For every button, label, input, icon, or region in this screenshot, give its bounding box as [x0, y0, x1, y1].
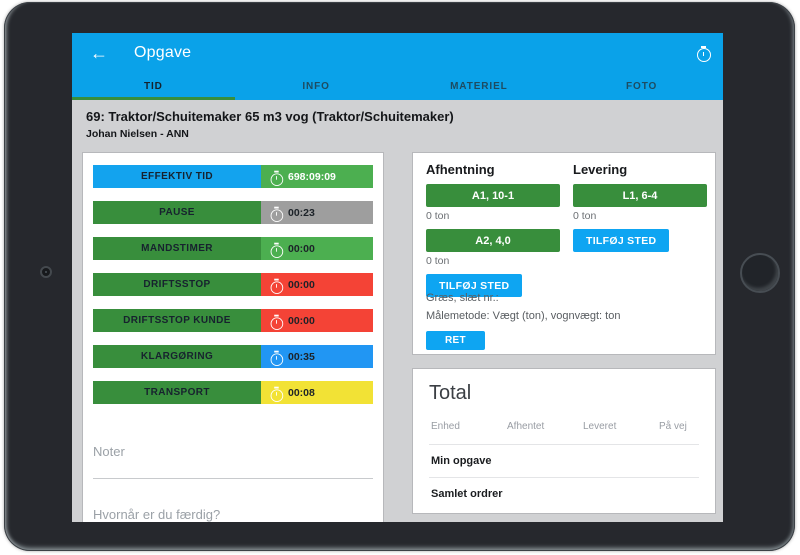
timer-row: EFFEKTIV TID 698:09:09 — [93, 165, 373, 188]
timer-row: PAUSE 00:23 — [93, 201, 373, 224]
timer-row: DRIFTSSTOP 00:00 — [93, 273, 373, 296]
pause-button[interactable]: PAUSE — [93, 201, 261, 224]
pickup-stop-a1-amount: 0 ton — [426, 210, 450, 222]
tab-tid[interactable]: TID — [143, 80, 163, 92]
pickup-stop-a2-amount: 0 ton — [426, 255, 450, 267]
timer-row: DRIFTSSTOP KUNDE 00:00 — [93, 309, 373, 332]
edit-button[interactable]: RET — [426, 331, 485, 350]
add-pickup-place-button[interactable]: TILFØJ STED — [426, 274, 523, 297]
home-button[interactable] — [740, 253, 780, 293]
task-subtitle: Johan Nielsen - ANN — [86, 128, 189, 140]
tab-materiel[interactable]: MATERIEL — [450, 80, 508, 92]
delivery-stop-l1-button[interactable]: L1, 6-4 — [573, 184, 707, 207]
measure-method-info: Målemetode: Vægt (ton), vognvægt: ton — [426, 310, 621, 322]
delivery-stop-l1-amount: 0 ton — [573, 210, 597, 222]
timer-row: KLARGØRING 00:35 — [93, 345, 373, 368]
crop-info: Græs, slæt nr.: — [426, 292, 499, 304]
stopwatch-icon — [270, 314, 284, 330]
stopwatch-icon[interactable] — [697, 45, 711, 62]
pickup-stop-a1-button[interactable]: A1, 10-1 — [426, 184, 560, 207]
finish-time-input[interactable] — [93, 499, 373, 522]
table-row-samlet-ordrer: Samlet ordrer — [431, 488, 503, 500]
mandstimer-button[interactable]: MANDSTIMER — [93, 237, 261, 260]
pickup-column: Afhentning A1, 10-1 0 ton A2, 4,0 0 ton … — [426, 162, 560, 297]
back-icon[interactable]: ← — [90, 42, 108, 63]
column-leveret: Leveret — [583, 421, 617, 432]
timer-row: MANDSTIMER 00:00 — [93, 237, 373, 260]
page-title: Opgave — [134, 43, 192, 61]
transport-button[interactable]: TRANSPORT — [93, 381, 261, 404]
total-card: Total Enhed Afhentet Leveret På vej Min … — [412, 368, 716, 514]
driftsstop-button[interactable]: DRIFTSSTOP — [93, 273, 261, 296]
stopwatch-icon — [270, 206, 284, 222]
driftsstop-value: 00:00 — [261, 273, 373, 296]
delivery-column: Levering L1, 6-4 0 ton TILFØJ STED — [573, 162, 707, 252]
transport-value: 00:08 — [261, 381, 373, 404]
driftsstop-kunde-value: 00:00 — [261, 309, 373, 332]
column-pa-vej: På vej — [659, 421, 687, 432]
table-row-min-opgave: Min opgave — [429, 445, 699, 478]
location-details: Græs, slæt nr.: Målemetode: Vægt (ton), … — [426, 292, 702, 350]
effektiv-tid-value: 698:09:09 — [261, 165, 373, 188]
tab-bar: TID INFO MATERIEL FOTO — [72, 72, 723, 100]
camera-icon — [40, 266, 52, 278]
timers-card: EFFEKTIV TID 698:09:09 PAUSE 00:23 MANDS… — [82, 152, 384, 522]
stopwatch-icon — [270, 386, 284, 402]
driftsstop-kunde-button[interactable]: DRIFTSSTOP KUNDE — [93, 309, 261, 332]
total-table-header: Enhed Afhentet Leveret På vej — [429, 421, 699, 445]
tab-foto[interactable]: FOTO — [626, 80, 658, 92]
tab-info[interactable]: INFO — [302, 80, 330, 92]
klargoring-value: 00:35 — [261, 345, 373, 368]
pickup-stop-a2-button[interactable]: A2, 4,0 — [426, 229, 560, 252]
app-bar: ← Opgave — [72, 33, 723, 72]
total-title: Total — [429, 382, 472, 404]
column-enhed: Enhed — [431, 421, 460, 432]
klargoring-button[interactable]: KLARGØRING — [93, 345, 261, 368]
locations-card: Afhentning A1, 10-1 0 ton A2, 4,0 0 ton … — [412, 152, 716, 355]
mandstimer-value: 00:00 — [261, 237, 373, 260]
task-heading: 69: Traktor/Schuitemaker 65 m3 vog (Trak… — [72, 100, 723, 140]
stopwatch-icon — [270, 170, 284, 186]
pause-value: 00:23 — [261, 201, 373, 224]
column-afhentet: Afhentet — [507, 421, 545, 432]
stopwatch-icon — [270, 350, 284, 366]
app-screen: ← Opgave TID INFO MATERIEL FOTO 69: Trak… — [72, 33, 723, 522]
task-title: 69: Traktor/Schuitemaker 65 m3 vog (Trak… — [86, 109, 454, 124]
timer-row: TRANSPORT 00:08 — [93, 381, 373, 404]
pickup-title: Afhentning — [426, 162, 495, 177]
notes-input[interactable] — [93, 441, 373, 479]
add-delivery-place-button[interactable]: TILFØJ STED — [573, 229, 670, 252]
delivery-title: Levering — [573, 162, 628, 177]
tablet-frame: ← Opgave TID INFO MATERIEL FOTO 69: Trak… — [4, 2, 795, 551]
stopwatch-icon — [270, 278, 284, 294]
effektiv-tid-button[interactable]: EFFEKTIV TID — [93, 165, 261, 188]
active-tab-indicator — [72, 97, 235, 100]
stopwatch-icon — [270, 242, 284, 258]
